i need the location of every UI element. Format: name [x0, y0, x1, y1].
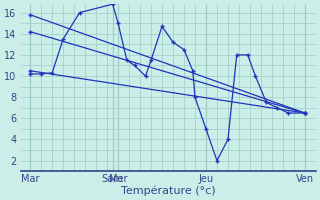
X-axis label: Température (°c): Température (°c) [121, 185, 216, 196]
